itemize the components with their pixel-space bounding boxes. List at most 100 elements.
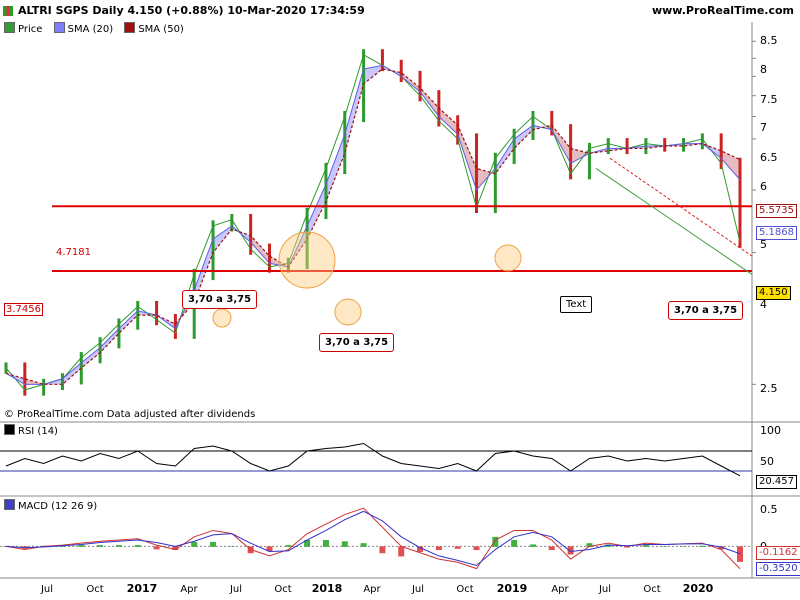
x-tick: Oct (643, 584, 661, 595)
x-tick: Apr (363, 584, 381, 595)
sma-band-bull (118, 310, 138, 334)
macd-line (5, 507, 741, 570)
x-tick: Jul (598, 584, 612, 595)
legend-item-sma20[interactable]: SMA (20) (53, 22, 113, 37)
highlight-circle (278, 231, 336, 289)
sma-band-bear (420, 87, 439, 117)
sma-band-bull (363, 65, 383, 84)
sma-band-bull (81, 347, 101, 369)
macd-histogram-bar (134, 545, 141, 547)
x-tick: Oct (456, 584, 474, 595)
macd-histogram-bar (718, 546, 725, 550)
macd-histogram-bar (642, 545, 649, 547)
macd-histogram-bar (699, 545, 706, 547)
price-line (5, 54, 741, 391)
sma-band-bear (570, 148, 590, 164)
macd-histogram-bar (172, 546, 179, 551)
macd-histogram-bar (153, 546, 160, 550)
macd-histogram-bar (492, 536, 499, 547)
price-tick: 7.5 (760, 93, 778, 106)
candlestick-logo-icon (3, 6, 13, 16)
annotation-box[interactable]: 3,70 a 3,75 (319, 333, 395, 352)
text-drawing-box[interactable]: Text (560, 296, 593, 313)
macd-histogram-bar (285, 545, 292, 547)
macd-histogram-bar (435, 546, 442, 551)
macd-histogram-bar (605, 544, 612, 547)
sma-band-bull (325, 134, 345, 202)
macd-histogram-bar (680, 546, 687, 547)
macd-label: MACD (12 26 9) (4, 499, 97, 512)
macd-histogram-bar (586, 543, 593, 547)
sma-band-bull (100, 328, 119, 353)
macd-swatch (4, 499, 15, 510)
rsi-tick: 100 (760, 424, 781, 437)
highlight-circle (334, 298, 362, 326)
macd-tick: 0.5 (760, 503, 778, 516)
chart-header: ALTRI SGPS Daily 4.150 (+0.88%) 10-Mar-2… (0, 0, 800, 22)
macd-signal-line (5, 510, 741, 567)
macd-histogram-bar (473, 546, 480, 551)
sma-band-bear (457, 125, 477, 191)
price-legend: Price SMA (20) SMA (50) (4, 22, 192, 37)
macd-histogram-bar (266, 546, 273, 552)
macd-histogram-bar (379, 546, 386, 554)
annotation-box[interactable]: 3,70 a 3,75 (182, 290, 258, 309)
sma-band-bull (683, 143, 703, 147)
sma-band-bull (514, 125, 533, 149)
site-link[interactable]: www.ProRealTime.com (651, 4, 794, 17)
trend-line-green (595, 168, 753, 275)
macd-histogram-bar (322, 540, 329, 547)
sma-band-bull (62, 362, 82, 385)
annotation-box[interactable]: 3,70 a 3,75 (668, 301, 744, 320)
rsi-value-box: 20.457 (756, 475, 797, 489)
sma-band-bull (344, 68, 364, 154)
sma-band-bear (250, 235, 270, 264)
x-tick: Jul (229, 584, 243, 595)
x-tick: Jul (40, 584, 54, 595)
macd-histogram-bar (454, 546, 461, 549)
legend-swatch (124, 22, 136, 33)
sma-band-bear (401, 72, 421, 92)
sma-band-bear (551, 125, 571, 164)
price-tick: 5 (760, 238, 767, 251)
x-tick-year: 2017 (126, 582, 158, 595)
trend-line-red (609, 157, 753, 257)
macd-histogram-bar (548, 546, 555, 551)
sma20-line (5, 64, 741, 385)
price-tick: 6.5 (760, 151, 778, 164)
legend-swatch (4, 22, 15, 33)
macd-histogram-bar (417, 546, 424, 552)
sma50-line (5, 68, 741, 385)
sma-band-bear (721, 150, 740, 180)
x-tick: Oct (274, 584, 292, 595)
macd-histogram-bar (304, 540, 311, 547)
macd-histogram-bar (567, 546, 574, 555)
macd-histogram-bar (661, 546, 668, 547)
macd-histogram-bar (115, 545, 122, 547)
macd-histogram-bar (210, 541, 217, 547)
watermark: © ProRealTime.com Data adjusted after di… (4, 409, 256, 420)
hline-label: 3.7456 (4, 303, 43, 316)
legend-item-price[interactable]: Price (4, 22, 42, 37)
price-tick: 8 (760, 63, 767, 76)
price-value-box: 4.150 (756, 286, 791, 300)
macd-histogram-bar (360, 543, 367, 547)
rsi-line (5, 442, 741, 477)
legend-item-sma50[interactable]: SMA (50) (124, 22, 184, 37)
macd-histogram-bar (624, 546, 631, 548)
chart-title: ALTRI SGPS Daily 4.150 (+0.88%) 10-Mar-2… (18, 4, 365, 17)
x-tick: Jul (411, 584, 425, 595)
highlight-circle (494, 244, 522, 272)
x-tick: Apr (180, 584, 198, 595)
x-tick-year: 2020 (682, 582, 714, 595)
x-tick-year: 2018 (311, 582, 343, 595)
macd-value-box: -0.1162 (756, 546, 800, 560)
macd-histogram-bar (191, 541, 198, 547)
sma-band-bull (307, 184, 326, 239)
legend-swatch (53, 22, 65, 33)
macd-histogram-bar (59, 545, 66, 547)
rsi-label: RSI (14) (4, 424, 58, 437)
sma-band-bear (438, 107, 458, 135)
